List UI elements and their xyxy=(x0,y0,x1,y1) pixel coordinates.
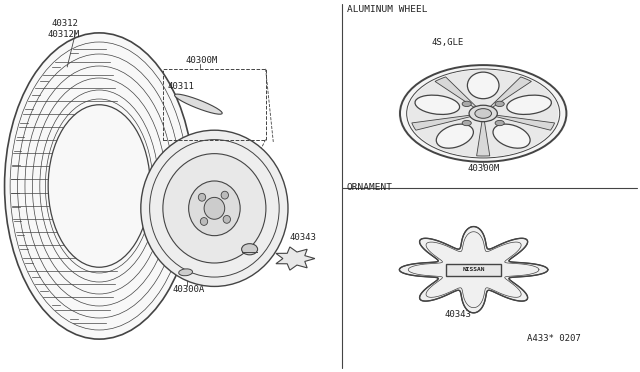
Circle shape xyxy=(469,105,497,122)
Circle shape xyxy=(408,70,558,157)
FancyBboxPatch shape xyxy=(447,264,500,276)
Text: 40312: 40312 xyxy=(51,19,78,28)
Text: 40300M: 40300M xyxy=(467,164,499,173)
Ellipse shape xyxy=(189,181,240,236)
Text: NISSAN: NISSAN xyxy=(462,267,485,272)
Ellipse shape xyxy=(48,105,150,267)
Text: 40300M: 40300M xyxy=(186,56,218,65)
Circle shape xyxy=(475,109,492,118)
Ellipse shape xyxy=(141,130,288,286)
Ellipse shape xyxy=(242,244,258,255)
Ellipse shape xyxy=(415,95,460,115)
Ellipse shape xyxy=(179,269,193,276)
Ellipse shape xyxy=(221,191,228,199)
Polygon shape xyxy=(490,77,531,108)
Text: ALUMINUM WHEEL: ALUMINUM WHEEL xyxy=(347,5,428,14)
Ellipse shape xyxy=(204,198,225,219)
Text: 40343: 40343 xyxy=(289,233,316,242)
Text: ORNAMENT: ORNAMENT xyxy=(347,183,393,192)
Text: 40224: 40224 xyxy=(246,229,273,238)
Text: A433* 0207: A433* 0207 xyxy=(527,334,580,343)
Polygon shape xyxy=(495,115,555,130)
Polygon shape xyxy=(435,77,477,108)
Circle shape xyxy=(495,121,504,126)
Text: 40343: 40343 xyxy=(444,310,471,319)
Text: 40300A: 40300A xyxy=(173,285,205,294)
Ellipse shape xyxy=(493,124,530,148)
Text: 40311: 40311 xyxy=(168,82,195,91)
Text: 4S,GLE: 4S,GLE xyxy=(432,38,464,47)
Circle shape xyxy=(495,101,504,106)
Ellipse shape xyxy=(436,124,474,148)
Polygon shape xyxy=(399,227,548,313)
Polygon shape xyxy=(175,94,222,114)
Ellipse shape xyxy=(467,72,499,99)
Ellipse shape xyxy=(507,95,552,115)
Ellipse shape xyxy=(198,193,205,201)
Circle shape xyxy=(462,101,471,106)
Polygon shape xyxy=(477,121,490,156)
Polygon shape xyxy=(276,247,315,270)
Polygon shape xyxy=(412,115,472,130)
Circle shape xyxy=(462,121,471,126)
Circle shape xyxy=(398,64,568,163)
Ellipse shape xyxy=(163,154,266,263)
Ellipse shape xyxy=(4,33,194,339)
Ellipse shape xyxy=(223,215,230,223)
Text: 40312M: 40312M xyxy=(48,30,80,39)
Ellipse shape xyxy=(200,218,207,225)
